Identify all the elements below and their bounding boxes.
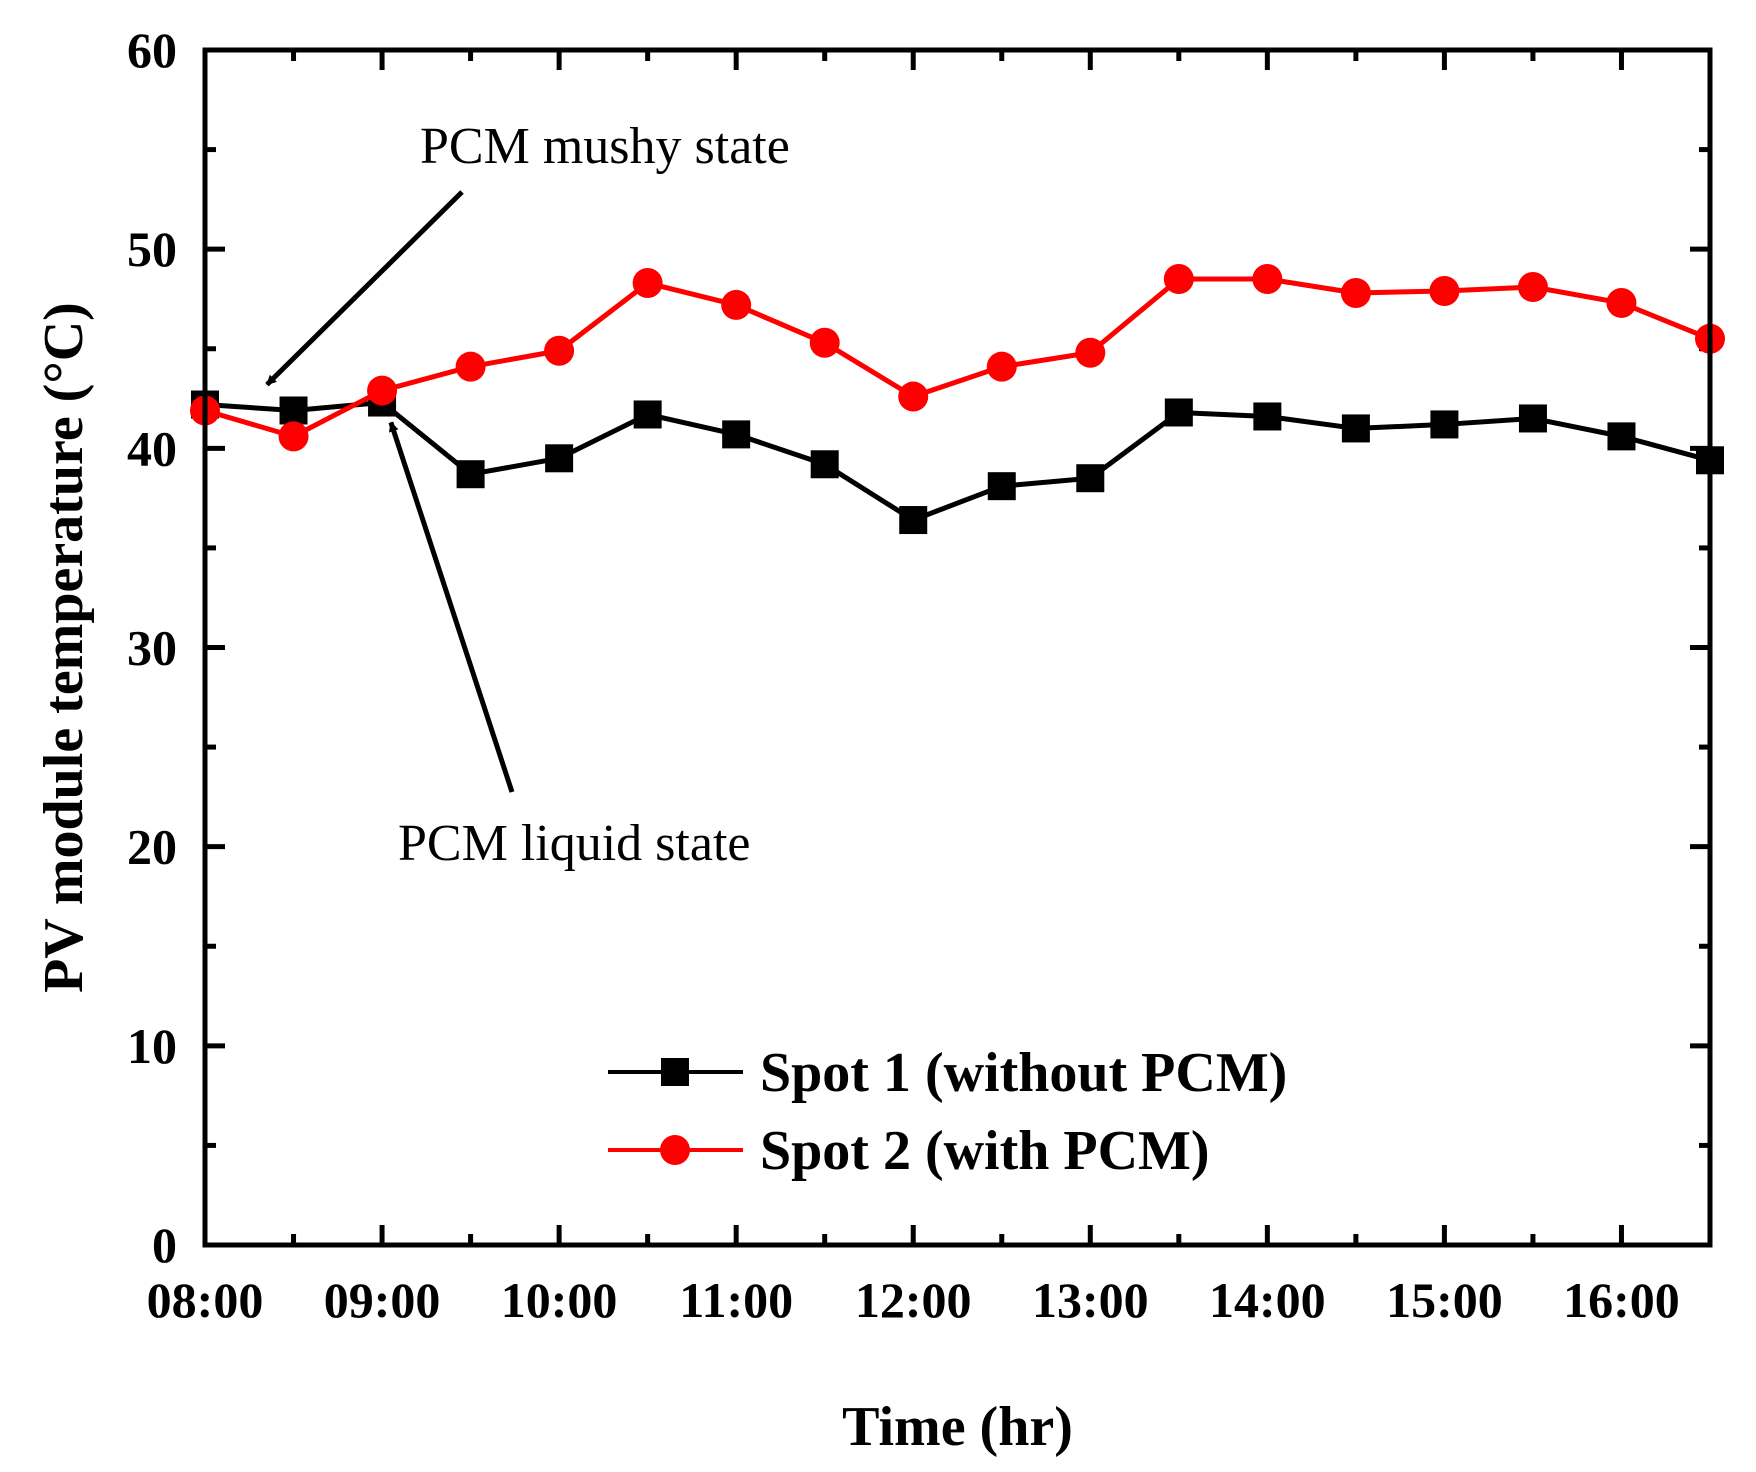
legend-label-spot2: Spot 2 (with PCM) xyxy=(760,1120,1210,1182)
data-point xyxy=(545,444,574,473)
mushy-state-label: PCM mushy state xyxy=(420,118,790,175)
data-point xyxy=(898,381,929,412)
data-point xyxy=(987,472,1016,501)
data-point xyxy=(722,420,751,449)
x-tick-label: 13:00 xyxy=(1032,1272,1149,1328)
plot-frame xyxy=(202,47,1713,1248)
data-point xyxy=(1518,404,1547,433)
data-point xyxy=(1429,275,1460,306)
liquid-state-label: PCM liquid state xyxy=(398,815,750,872)
x-tick-label: 16:00 xyxy=(1563,1272,1680,1328)
mushy-state-arrow xyxy=(265,190,464,387)
data-point xyxy=(1075,337,1106,368)
data-point xyxy=(544,335,575,366)
annotations: PCM mushy state PCM liquid state xyxy=(265,118,790,872)
x-tick-label: 12:00 xyxy=(855,1272,972,1328)
y-tick-label: 30 xyxy=(127,620,177,676)
y-axis-title: PV module temperature (°C) xyxy=(33,302,95,993)
data-point xyxy=(633,400,662,429)
data-point xyxy=(1252,264,1283,295)
data-point xyxy=(1607,422,1636,451)
data-point xyxy=(899,506,928,535)
legend: Spot 1 (without PCM) Spot 2 (with PCM) xyxy=(608,1042,1287,1182)
y-tick-label: 0 xyxy=(152,1217,177,1273)
data-point xyxy=(1517,272,1548,303)
y-axis-ticks: 0 10 20 30 40 50 60 xyxy=(127,22,1710,1273)
data-point xyxy=(632,268,663,299)
data-point xyxy=(721,289,752,320)
y-tick-label: 50 xyxy=(127,221,177,277)
series-line-1 xyxy=(204,400,1711,523)
x-tick-label: 11:00 xyxy=(679,1272,793,1328)
data-point xyxy=(1164,398,1193,427)
legend-marker-spot2 xyxy=(660,1135,690,1165)
data-point xyxy=(986,351,1017,382)
x-tick-label: 09:00 xyxy=(324,1272,441,1328)
y-tick-label: 20 xyxy=(127,819,177,875)
x-tick-label: 15:00 xyxy=(1386,1272,1503,1328)
data-point xyxy=(1606,287,1637,318)
legend-marker-spot1 xyxy=(661,1058,689,1086)
data-point xyxy=(1430,410,1459,439)
x-axis-ticks: 08:00 09:00 10:00 11:00 12:00 13:00 14:00 15:00… xyxy=(147,50,1713,1328)
x-axis-title: Time (hr) xyxy=(842,1396,1073,1458)
data-point xyxy=(1253,402,1282,431)
data-point xyxy=(278,421,309,452)
data-point xyxy=(1163,264,1194,295)
data-point xyxy=(809,327,840,358)
y-tick-label: 10 xyxy=(127,1018,177,1074)
series-layer xyxy=(190,264,1725,535)
data-point xyxy=(279,396,308,425)
data-point xyxy=(367,375,398,406)
x-tick-label: 14:00 xyxy=(1209,1272,1326,1328)
data-point xyxy=(810,450,839,479)
data-point xyxy=(456,460,485,489)
x-tick-label: 10:00 xyxy=(501,1272,618,1328)
legend-label-spot1: Spot 1 (without PCM) xyxy=(760,1042,1287,1104)
liquid-state-arrow xyxy=(388,421,515,793)
y-tick-label: 40 xyxy=(127,420,177,476)
data-point xyxy=(455,351,486,382)
data-point xyxy=(1076,464,1105,493)
data-point xyxy=(1341,414,1370,443)
data-point xyxy=(1340,277,1371,308)
series-line-2 xyxy=(204,276,1711,439)
x-tick-label: 08:00 xyxy=(147,1272,264,1328)
y-tick-label: 60 xyxy=(127,22,177,78)
